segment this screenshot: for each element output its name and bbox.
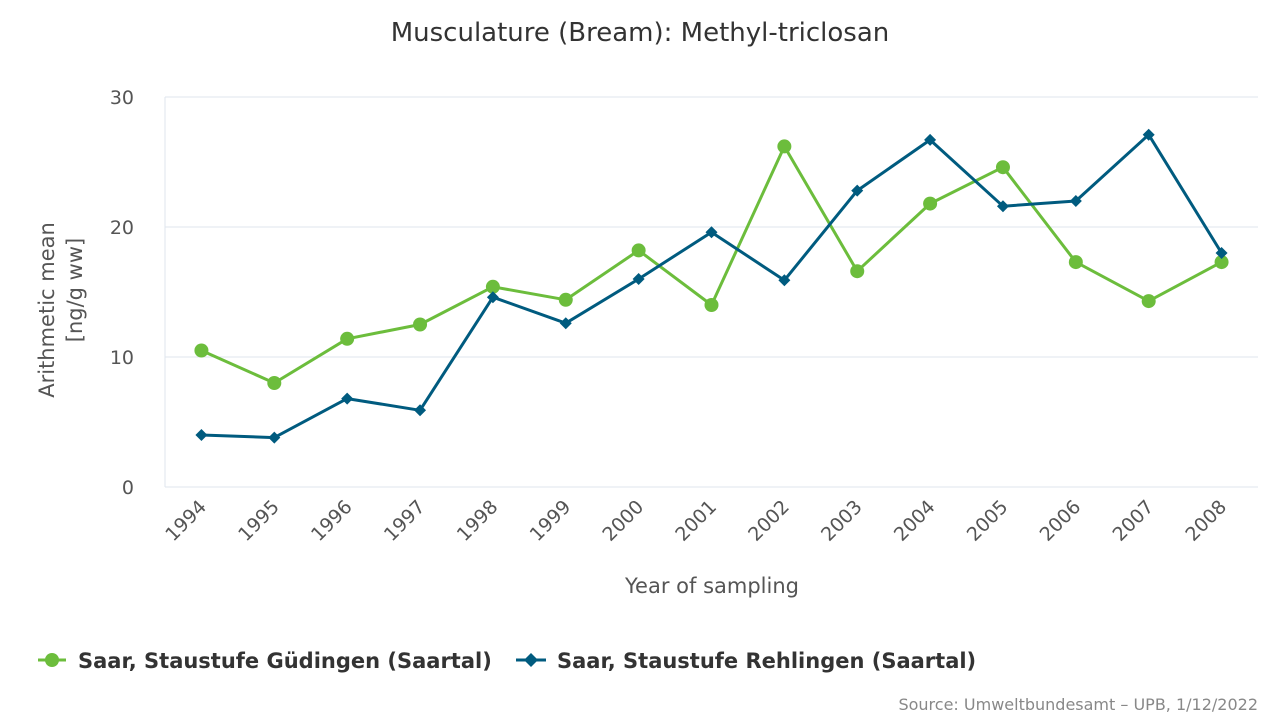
point-s1-2005 (996, 200, 1009, 213)
point-s1-1999 (559, 317, 572, 330)
point-s1-1997 (414, 404, 427, 417)
point-s0-1996 (340, 331, 355, 346)
point-s1-1994 (195, 429, 208, 441)
point-s0-1994 (194, 343, 209, 358)
point-s0-2007 (1141, 294, 1156, 309)
x-tick-2003: 2003 (817, 496, 867, 546)
y-axis-label-line1: Arithmetic mean (35, 222, 59, 398)
point-s1-2001 (705, 226, 718, 239)
point-s0-2008 (1214, 255, 1229, 270)
point-s1-2002 (778, 274, 791, 287)
point-s0-1997 (413, 317, 428, 332)
x-tick-1995: 1995 (234, 496, 284, 546)
point-s1-1996 (341, 392, 354, 405)
legend: Saar, Staustufe Güdingen (Saartal) Saar,… (38, 649, 976, 673)
point-s0-2006 (1068, 255, 1083, 270)
x-tick-1999: 1999 (526, 496, 576, 546)
legend-label-rehlingen: Saar, Staustufe Rehlingen (Saartal) (557, 649, 976, 673)
point-s0-1995 (267, 376, 282, 390)
point-s0-2004 (923, 196, 938, 211)
x-tick-2005: 2005 (963, 496, 1013, 546)
y-tick-20: 20 (110, 217, 134, 239)
legend-item-gudingen[interactable]: Saar, Staustufe Güdingen (Saartal) (38, 649, 492, 673)
point-s0-1999 (558, 292, 573, 307)
point-s1-2003 (851, 184, 864, 197)
legend-label-gudingen: Saar, Staustufe Güdingen (Saartal) (78, 649, 492, 673)
x-tick-2000: 2000 (598, 496, 648, 546)
x-tick-1994: 1994 (161, 496, 211, 546)
point-s0-1998 (485, 279, 500, 294)
y-axis-label-line2: [ng/g ww] (63, 238, 87, 342)
point-s0-2000 (631, 243, 646, 258)
legend-item-rehlingen[interactable]: Saar, Staustufe Rehlingen (Saartal) (516, 649, 976, 673)
point-s1-2000 (632, 273, 645, 285)
point-s1-2007 (1142, 128, 1155, 141)
x-tick-2004: 2004 (890, 496, 940, 546)
x-tick-1996: 1996 (307, 496, 357, 546)
y-tick-0: 0 (122, 477, 134, 499)
x-tick-2006: 2006 (1036, 496, 1086, 546)
point-s1-2008 (1215, 247, 1228, 259)
source-note: Source: Umweltbundesamt – UPB, 1/12/2022 (898, 695, 1258, 714)
x-tick-1998: 1998 (453, 496, 503, 546)
y-tick-10: 10 (110, 347, 134, 369)
point-s1-1998 (486, 291, 499, 304)
point-s0-2001 (704, 298, 719, 312)
series-line-1 (201, 133, 1223, 440)
point-s1-1995 (268, 431, 281, 444)
chart-title: Musculature (Bream): Methyl-triclosan (391, 18, 890, 48)
series-line-0 (200, 144, 1223, 385)
x-axis-label: Year of sampling (624, 574, 799, 598)
x-tick-labels: 1994 1995 1996 1997 1998 1999 2000 2001 2002 2003… (161, 496, 1231, 546)
x-tick-2001: 2001 (671, 496, 721, 546)
x-tick-2002: 2002 (744, 496, 794, 546)
series-layer (194, 128, 1229, 444)
legend-marker-gudingen (45, 653, 59, 667)
point-s1-2004 (924, 133, 937, 146)
x-tick-1997: 1997 (380, 496, 430, 546)
point-s0-2005 (995, 160, 1010, 175)
legend-marker-rehlingen (524, 653, 538, 667)
x-tick-2008: 2008 (1181, 496, 1231, 546)
y-tick-30: 30 (110, 87, 134, 109)
point-s1-2006 (1069, 195, 1082, 207)
y-tick-labels: 0 10 20 30 (110, 87, 134, 499)
x-tick-2007: 2007 (1108, 496, 1158, 546)
point-s0-2002 (777, 139, 792, 154)
point-s0-2003 (850, 264, 865, 279)
